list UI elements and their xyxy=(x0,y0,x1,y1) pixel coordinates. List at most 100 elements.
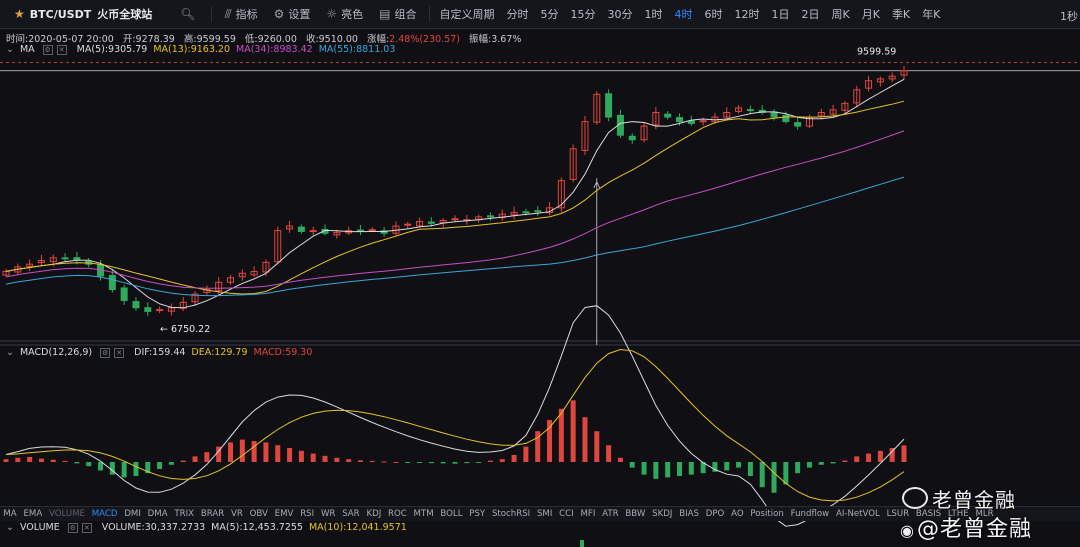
indicator-tab-cci[interactable]: CCI xyxy=(559,509,574,519)
indicator-tab-roc[interactable]: ROC xyxy=(388,509,407,519)
indicator-tab-dmi[interactable]: DMI xyxy=(124,509,141,519)
indicator-tab-sar[interactable]: SAR xyxy=(342,509,360,519)
layout-icon: ▤ xyxy=(379,7,391,21)
volume-bar xyxy=(580,540,584,547)
candle-body xyxy=(227,277,234,283)
indicator-tab-macd[interactable]: MACD xyxy=(91,509,118,519)
custom-period-button[interactable]: 自定义周期 xyxy=(439,8,495,21)
favorite-star-icon[interactable]: ★ xyxy=(14,7,25,21)
close-box-icon[interactable]: ✕ xyxy=(56,44,67,55)
indicator-tab-ema[interactable]: EMA xyxy=(23,509,43,519)
indicator-tab-stochrsi[interactable]: StochRSI xyxy=(491,509,531,519)
light-theme-button[interactable]: ☼ 亮色 xyxy=(318,6,371,22)
macd-histogram-bar xyxy=(570,400,576,462)
indicator-tab-mfi[interactable]: MFI xyxy=(580,509,596,519)
search-icon[interactable]: 🔍︎ xyxy=(180,7,196,21)
interval-9[interactable]: 2日 xyxy=(801,8,820,21)
indicator-tab-trix[interactable]: TRIX xyxy=(174,509,195,519)
interval-6[interactable]: 6时 xyxy=(704,8,723,21)
exchange-name: 火币全球站 xyxy=(97,8,153,21)
indicator-tab-obv[interactable]: OBV xyxy=(249,509,268,519)
candle-body xyxy=(238,272,246,278)
indicator-tab-mlr[interactable]: MLR xyxy=(975,509,994,519)
indicator-tab-position[interactable]: Position xyxy=(750,509,784,519)
collapse-chevron-icon[interactable]: ⌄ xyxy=(6,522,14,533)
layout-button-label: 组合 xyxy=(394,8,417,21)
macd-histogram-bar xyxy=(830,462,836,464)
indicator-tab-bias[interactable]: BIAS xyxy=(679,509,699,519)
interval-4[interactable]: 1时 xyxy=(644,8,663,21)
macd-histogram-bar xyxy=(133,462,139,476)
indicator-tab-emv[interactable]: EMV xyxy=(274,509,294,519)
macd-histogram-bar xyxy=(535,431,541,462)
indicator-tab-skdj[interactable]: SKDJ xyxy=(652,509,673,519)
indicator-tab-kdj[interactable]: KDJ xyxy=(366,509,382,519)
indicator-tab-psy[interactable]: PSY xyxy=(469,509,486,519)
collapse-chevron-icon[interactable]: ⌄ xyxy=(6,44,14,55)
indicator-tab-boll[interactable]: BOLL xyxy=(440,509,463,519)
settings-box-icon[interactable]: ⚙ xyxy=(67,522,78,533)
indicator-tab-smi[interactable]: SMI xyxy=(536,509,553,519)
settings-box-icon[interactable]: ⚙ xyxy=(42,44,53,55)
indicator-tab-volume[interactable]: VOLUME xyxy=(48,509,85,519)
close-box-icon[interactable]: ✕ xyxy=(81,522,92,533)
settings-box-icon[interactable]: ⚙ xyxy=(100,347,111,358)
macd-histogram-bar xyxy=(38,458,44,462)
candle-body xyxy=(274,230,282,263)
indicator-tab-bbw[interactable]: BBW xyxy=(625,509,646,519)
macd-histogram-bar xyxy=(464,462,470,464)
indicator-tab-lthe[interactable]: LTHE xyxy=(947,509,969,519)
indicator-tab-vr[interactable]: VR xyxy=(230,509,243,519)
candle-body xyxy=(746,109,754,112)
macd-histogram-bar xyxy=(145,462,151,474)
macd-legend: ⌄ MACD(12,26,9) ⚙ ✕ DIF:159.44 DEA:129.7… xyxy=(6,347,312,358)
indicator-button[interactable]: ⫻ 指标 xyxy=(216,6,265,22)
macd-histogram-bar xyxy=(287,448,293,462)
interval-2[interactable]: 15分 xyxy=(570,8,596,21)
interval-12[interactable]: 季K xyxy=(891,8,911,21)
interval-11[interactable]: 月K xyxy=(861,8,880,21)
settings-button[interactable]: ⚙ 设置 xyxy=(266,6,319,22)
collapse-chevron-icon[interactable]: ⌄ xyxy=(6,347,14,358)
macd-histogram-bar xyxy=(15,457,21,462)
macd-histogram-bar xyxy=(192,456,198,462)
candle-body xyxy=(333,231,341,236)
indicator-tab-dpo[interactable]: DPO xyxy=(705,509,725,519)
indicator-tab-ai-netvol[interactable]: AI-NetVOL xyxy=(835,509,880,519)
indicator-tab-wr[interactable]: WR xyxy=(320,509,336,519)
indicator-tab-ao[interactable]: AO xyxy=(731,509,744,519)
indicator-tab-basis[interactable]: BASIS xyxy=(915,509,942,519)
interval-7[interactable]: 12时 xyxy=(734,8,760,21)
layout-button[interactable]: ▤ 组合 xyxy=(371,6,424,22)
interval-5[interactable]: 4时 xyxy=(674,8,693,21)
interval-1[interactable]: 5分 xyxy=(540,8,559,21)
macd-histogram-bar xyxy=(369,460,375,462)
interval-13[interactable]: 年K xyxy=(922,8,941,21)
indicator-tab-mtm[interactable]: MTM xyxy=(413,509,434,519)
close-box-icon[interactable]: ✕ xyxy=(114,347,125,358)
macd-histogram-bar xyxy=(889,448,895,462)
interval-3[interactable]: 30分 xyxy=(607,8,633,21)
indicator-button-label: 指标 xyxy=(235,8,258,21)
candle-body xyxy=(735,107,743,112)
indicator-tab-rsi[interactable]: RSI xyxy=(300,509,315,519)
macd-histogram-bar xyxy=(665,462,671,478)
indicator-tab-dma[interactable]: DMA xyxy=(147,509,168,519)
refresh-rate[interactable]: 1秒 xyxy=(1060,10,1078,23)
candle-body xyxy=(451,218,459,221)
interval-8[interactable]: 1日 xyxy=(771,8,790,21)
candle-body xyxy=(699,120,707,123)
symbol-selector[interactable]: ★ BTC/USDT 火币全球站 xyxy=(0,6,160,22)
indicator-tab-brar[interactable]: BRAR xyxy=(200,509,225,519)
macd-histogram-bar xyxy=(783,462,789,485)
candle-body xyxy=(108,274,116,291)
interval-0[interactable]: 分时 xyxy=(506,8,529,21)
high-price-label: 9599.59 xyxy=(857,47,896,58)
interval-10[interactable]: 周K xyxy=(831,8,850,21)
indicator-tab-atr[interactable]: ATR xyxy=(602,509,619,519)
indicator-tab-fundflow[interactable]: Fundflow xyxy=(790,509,830,519)
macd-histogram-bar xyxy=(50,459,56,462)
indicator-tab-lsur[interactable]: LSUR xyxy=(886,509,910,519)
indicator-tab-ma[interactable]: MA xyxy=(3,509,17,519)
